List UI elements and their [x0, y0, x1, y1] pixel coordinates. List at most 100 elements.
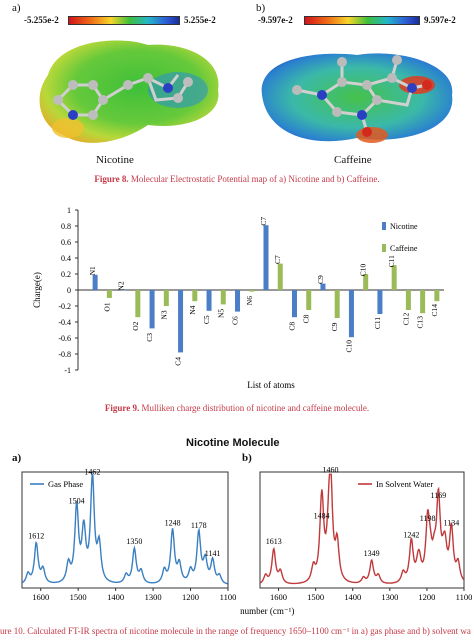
y-tick-label: -0.4 — [58, 318, 71, 327]
bar-label: N2 — [117, 281, 126, 290]
scale-a-max-label: 5.255e-2 — [184, 15, 216, 25]
fig8-panel-b-letter: b) — [256, 2, 266, 14]
peak-label: 1349 — [364, 549, 380, 558]
mulliken-charge-chart: 1 0.8 0.6 0.4 0.2 0 -0.2 -0.4 -0.6 -0.8 -1 Charge(e… — [32, 206, 444, 390]
bar-label: C9 — [330, 322, 339, 331]
peak-label: 1350 — [126, 537, 142, 546]
caffeine-mep-image — [261, 53, 453, 143]
charge-bar-nicotine-c5 — [206, 290, 212, 311]
bar-label: C12 — [401, 313, 410, 326]
bar-label: C8 — [287, 322, 296, 331]
bar-label: N1 — [88, 266, 97, 275]
charge-bar-caffeine-o1 — [106, 290, 112, 298]
charge-bar-caffeine-c8 — [306, 290, 312, 310]
bar-label: N5 — [216, 309, 225, 318]
bar-label: O2 — [131, 321, 140, 330]
bar-label: C8 — [302, 314, 311, 323]
y-tick-label: -0.6 — [58, 334, 71, 343]
legend-swatch-nicotine — [382, 222, 386, 230]
peak-label: 1242 — [403, 530, 419, 539]
charge-bar-caffeine-c9 — [334, 290, 340, 318]
charge-bar-caffeine-n6 — [249, 290, 255, 292]
bar-label: C11 — [373, 317, 382, 329]
y-tick-label: 0.4 — [61, 254, 71, 263]
figure8-caption-label: Figure 8. — [94, 174, 129, 184]
bar-label: C7 — [259, 217, 268, 226]
figure9-caption: Figure 9. Mulliken charge distribution o… — [0, 403, 474, 413]
x-tick-label: 1300 — [145, 592, 162, 602]
charge-bar-nicotine-n1 — [92, 274, 98, 290]
charge-bar-nicotine-c7 — [263, 225, 269, 290]
legend-label-nicotine: Nicotine — [390, 222, 418, 231]
peak-label: 1612 — [28, 531, 44, 540]
peak-label: 1141 — [205, 549, 221, 558]
charge-bar-caffeine-n5 — [220, 290, 226, 305]
bar-label: C3 — [145, 333, 154, 342]
x-tick-label: 1300 — [381, 592, 398, 602]
x-tick-label: 1600 — [32, 592, 49, 602]
peak-label: 1134 — [444, 519, 460, 528]
scale-a-min-label: -5.255e-2 — [24, 15, 59, 25]
charge-bar-caffeine-c13 — [420, 290, 426, 314]
x-tick-label: 1200 — [418, 592, 435, 602]
x-tick-label: 1400 — [344, 592, 361, 602]
y-tick-label: 1 — [67, 206, 71, 215]
charge-bar-nicotine-c10 — [348, 290, 354, 338]
bar-label: C4 — [174, 357, 183, 366]
figure9-caption-text: Mulliken charge distribution of nicotine… — [139, 403, 370, 413]
x-tick-label: 1400 — [107, 592, 124, 602]
x-axis-label: List of atoms — [247, 380, 295, 390]
figure8-caption-text: Molecular Electrostatic Potential map of… — [128, 174, 380, 184]
charge-bar-nicotine-n2 — [121, 290, 127, 291]
nicotine-mep-image — [39, 40, 219, 143]
fig8-panel-a-letter: a) — [12, 2, 21, 14]
scale-a-bar — [68, 16, 180, 25]
ir-spectrum-gas-phase: 1600 1500 1400 1300 1200 1100 1612 1504 1462 1350… — [21, 468, 236, 602]
scale-b-bar — [304, 16, 420, 25]
peak-label: 1504 — [69, 497, 85, 506]
y-tick-label: -0.2 — [58, 302, 71, 311]
peak-label: 1613 — [266, 537, 282, 546]
peak-label: 1248 — [165, 519, 181, 528]
bar-label: C14 — [430, 304, 439, 317]
charge-bar-caffeine-c7 — [277, 263, 283, 290]
legend-label: In Solvent Water — [376, 479, 433, 489]
y-tick-label: -0.8 — [58, 350, 71, 359]
figure10-title: Nicotine Molecule — [186, 437, 280, 449]
bar-label: C13 — [416, 316, 425, 329]
peak-label: 1484 — [314, 512, 330, 521]
spectrum-line — [21, 472, 228, 585]
scale-b-min-label: -9.597e-2 — [258, 15, 293, 25]
nicotine-label: Nicotine — [96, 154, 134, 166]
x-tick-label: 1600 — [270, 592, 287, 602]
legend-label-caffeine: Caffeine — [390, 244, 418, 253]
x-tick-label: 1200 — [182, 592, 199, 602]
bar-label: C11 — [387, 255, 396, 267]
bar-label: C10 — [344, 340, 353, 353]
charge-bar-nicotine-c4 — [178, 290, 184, 353]
legend-label: Gas Phase — [48, 479, 83, 489]
y-axis-label: Charge(e) — [32, 272, 42, 308]
bar-label: N6 — [245, 296, 254, 305]
y-tick-label: 0 — [67, 286, 71, 295]
spectrum-line — [259, 473, 465, 585]
fig10-panel-a-letter: a) — [12, 452, 22, 464]
x-tick-label: 1500 — [307, 592, 324, 602]
peak-label: 1462 — [84, 468, 100, 477]
charge-bar-caffeine-n4 — [192, 290, 198, 302]
charge-bar-caffeine-c10 — [363, 274, 369, 290]
charge-bar-nicotine-c11 — [377, 290, 383, 314]
bar-label: C10 — [359, 264, 368, 277]
bar-label: N3 — [159, 310, 168, 319]
bar-label: C6 — [231, 316, 240, 325]
charge-bar-caffeine-c12 — [405, 290, 411, 310]
x-tick-label: 1100 — [456, 592, 473, 602]
charge-bar-nicotine-c3 — [149, 290, 155, 329]
plot-frame — [259, 471, 465, 589]
bar-label: C9 — [316, 275, 325, 284]
legend-swatch-caffeine — [382, 244, 386, 252]
figure8-caption: Figure 8. Molecular Electrostatic Potent… — [0, 174, 474, 184]
bar-label: C5 — [202, 315, 211, 324]
bar-label: C7 — [273, 255, 282, 264]
charge-bar-nicotine-c6 — [235, 290, 241, 312]
